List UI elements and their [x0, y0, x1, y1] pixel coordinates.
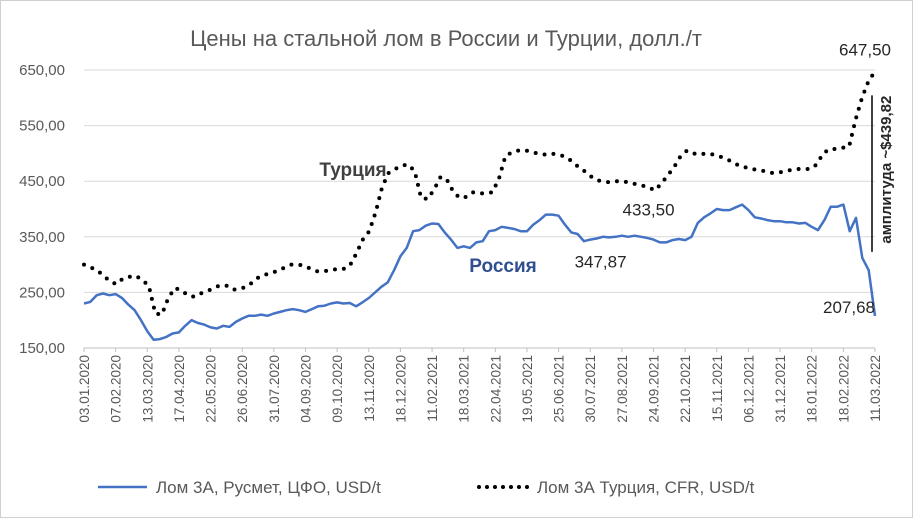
x-tick-label: 26.06.2020 [235, 355, 250, 423]
y-tick-label: 350,00 [19, 229, 65, 246]
data-label-turkey-low: 433,50 [623, 200, 675, 219]
series-line-russia [83, 203, 877, 341]
series-line-turkey [82, 69, 877, 317]
series-group [82, 69, 877, 341]
x-tick-label: 11.02.2021 [425, 355, 440, 422]
x-tick-label: 09.10.2020 [330, 355, 345, 423]
y-tick-label: 250,00 [19, 284, 65, 301]
y-axis-ticks: 150,00 250,00 350,00 450,00 550,00 650,00 [19, 62, 65, 357]
x-tick-label: 15.11.2021 [710, 355, 725, 422]
x-tick-label: 30.07.2021 [583, 355, 598, 423]
x-tick-label: 25.06.2021 [552, 355, 567, 423]
series-label-russia: Россия [469, 256, 536, 277]
x-tick-label: 04.09.2020 [298, 355, 313, 423]
x-tick-label: 13.11.2020 [362, 355, 377, 422]
x-tick-label: 18.03.2021 [457, 355, 472, 423]
x-tick-label: 07.02.2020 [109, 355, 124, 423]
annotations: Турция Россия 647,50 433,50 347,87 207,68 ампл… [319, 40, 895, 317]
legend-label-turkey: Лом 3А Турция, CFR, USD/t [537, 478, 755, 497]
x-tick-label: 22.04.2021 [488, 355, 503, 423]
data-label-russia-low: 347,87 [575, 252, 627, 271]
data-label-max: 647,50 [839, 40, 891, 59]
x-tick-label: 18.12.2020 [393, 355, 408, 423]
x-tick-label: 27.08.2021 [615, 355, 630, 423]
x-tick-label: 13.03.2020 [140, 355, 155, 423]
x-tick-label: 17.04.2020 [172, 355, 187, 423]
gridlines [84, 69, 875, 349]
x-tick-label: 19.05.2021 [520, 355, 535, 423]
x-tick-label: 18.01.2022 [805, 355, 820, 423]
y-tick-label: 450,00 [19, 173, 65, 190]
y-tick-label: 150,00 [19, 340, 65, 357]
x-tick-label: 22.10.2021 [678, 355, 693, 423]
x-tick-label: 31.12.2021 [773, 355, 788, 423]
y-tick-label: 550,00 [19, 118, 65, 135]
amplitude-label: амплитуда ~$439,82 [878, 96, 895, 244]
x-tick-label: 11.03.2022 [868, 355, 883, 422]
series-label-turkey: Турция [319, 160, 386, 181]
x-tick-label: 31.07.2020 [267, 355, 282, 423]
chart-title: Цены на стальной лом в России и Турции, … [190, 26, 702, 51]
legend: Лом 3А, Русмет, ЦФО, USD/t Лом 3А Турция,… [98, 478, 755, 497]
x-tick-label: 03.01.2020 [77, 355, 92, 423]
x-axis-ticks: 03.01.2020 07.02.2020 13.03.2020 17.04.2020… [77, 348, 883, 423]
legend-label-russia: Лом 3А, Русмет, ЦФО, USD/t [156, 478, 381, 497]
x-tick-label: 22.05.2020 [204, 355, 219, 423]
y-tick-label: 650,00 [19, 62, 65, 79]
x-tick-label: 24.09.2021 [647, 355, 662, 423]
data-label-min: 207,68 [823, 298, 875, 317]
x-tick-label: 06.12.2021 [741, 355, 756, 423]
x-tick-label: 18.02.2022 [836, 355, 851, 423]
